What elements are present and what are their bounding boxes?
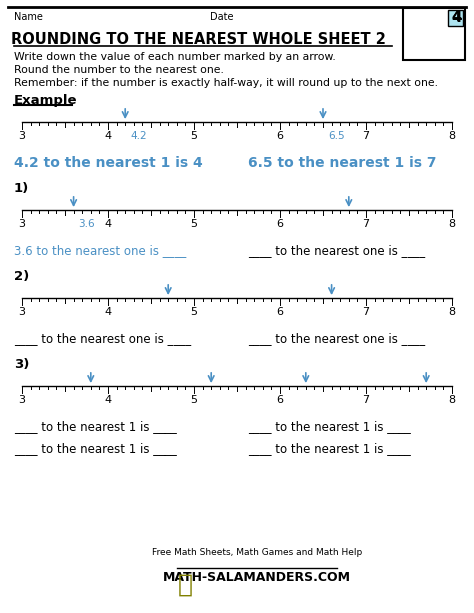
Text: 8: 8 [448,307,456,317]
Text: Free Math Sheets, Math Games and Math Help: Free Math Sheets, Math Games and Math He… [152,548,362,557]
Text: 6: 6 [276,131,283,141]
Text: 7: 7 [363,131,370,141]
Text: Round the number to the nearest one.: Round the number to the nearest one. [14,65,224,75]
Text: 8: 8 [448,131,456,141]
Text: 4.2: 4.2 [130,131,147,141]
Text: Name: Name [14,12,43,22]
Text: ROUNDING TO THE NEAREST WHOLE SHEET 2: ROUNDING TO THE NEAREST WHOLE SHEET 2 [10,32,385,47]
Text: 6: 6 [276,219,283,229]
Text: Date: Date [210,12,234,22]
Text: 4: 4 [451,10,461,24]
Text: ____ to the nearest 1 is ____: ____ to the nearest 1 is ____ [248,420,411,433]
Text: 5: 5 [191,219,198,229]
Text: 3: 3 [18,307,26,317]
Text: ____ to the nearest one is ____: ____ to the nearest one is ____ [248,244,425,257]
Text: Example: Example [14,94,78,107]
Text: ____ to the nearest 1 is ____: ____ to the nearest 1 is ____ [14,442,177,455]
Text: ____ to the nearest 1 is ____: ____ to the nearest 1 is ____ [14,420,177,433]
Text: 5: 5 [191,307,198,317]
Text: 6.5 to the nearest 1 is 7: 6.5 to the nearest 1 is 7 [248,156,437,170]
Text: 8: 8 [448,395,456,405]
Text: 7: 7 [363,395,370,405]
Text: 1): 1) [14,182,29,195]
Text: 3): 3) [14,358,29,371]
Text: 4: 4 [104,131,111,141]
Text: ____ to the nearest 1 is ____: ____ to the nearest 1 is ____ [248,442,411,455]
Text: 7: 7 [363,219,370,229]
Text: 4: 4 [104,307,111,317]
Text: 🦎: 🦎 [177,573,192,597]
Text: 3.6: 3.6 [79,219,95,229]
Text: 5: 5 [191,395,198,405]
Text: 5: 5 [191,131,198,141]
Text: MATH-SALAMANDERS.COM: MATH-SALAMANDERS.COM [163,571,351,584]
Text: 4: 4 [104,219,111,229]
Text: 6.5: 6.5 [328,131,345,141]
FancyBboxPatch shape [403,8,465,60]
Text: 7: 7 [363,307,370,317]
Text: ____ to the nearest one is ____: ____ to the nearest one is ____ [14,332,191,345]
Text: 3: 3 [18,395,26,405]
Text: Write down the value of each number marked by an arrow.: Write down the value of each number mark… [14,52,336,62]
FancyBboxPatch shape [448,10,463,26]
Text: 6: 6 [276,307,283,317]
Text: 3: 3 [18,219,26,229]
Text: 4: 4 [452,10,462,25]
Text: 6: 6 [276,395,283,405]
Text: 3.6 to the nearest one is ____: 3.6 to the nearest one is ____ [14,244,186,257]
Text: 2): 2) [14,270,29,283]
Text: 3: 3 [18,131,26,141]
Text: ____ to the nearest one is ____: ____ to the nearest one is ____ [248,332,425,345]
Text: Remember: if the number is exactly half-way, it will round up to the next one.: Remember: if the number is exactly half-… [14,78,438,88]
Text: 4.2 to the nearest 1 is 4: 4.2 to the nearest 1 is 4 [14,156,203,170]
Text: 4: 4 [104,395,111,405]
Text: 8: 8 [448,219,456,229]
